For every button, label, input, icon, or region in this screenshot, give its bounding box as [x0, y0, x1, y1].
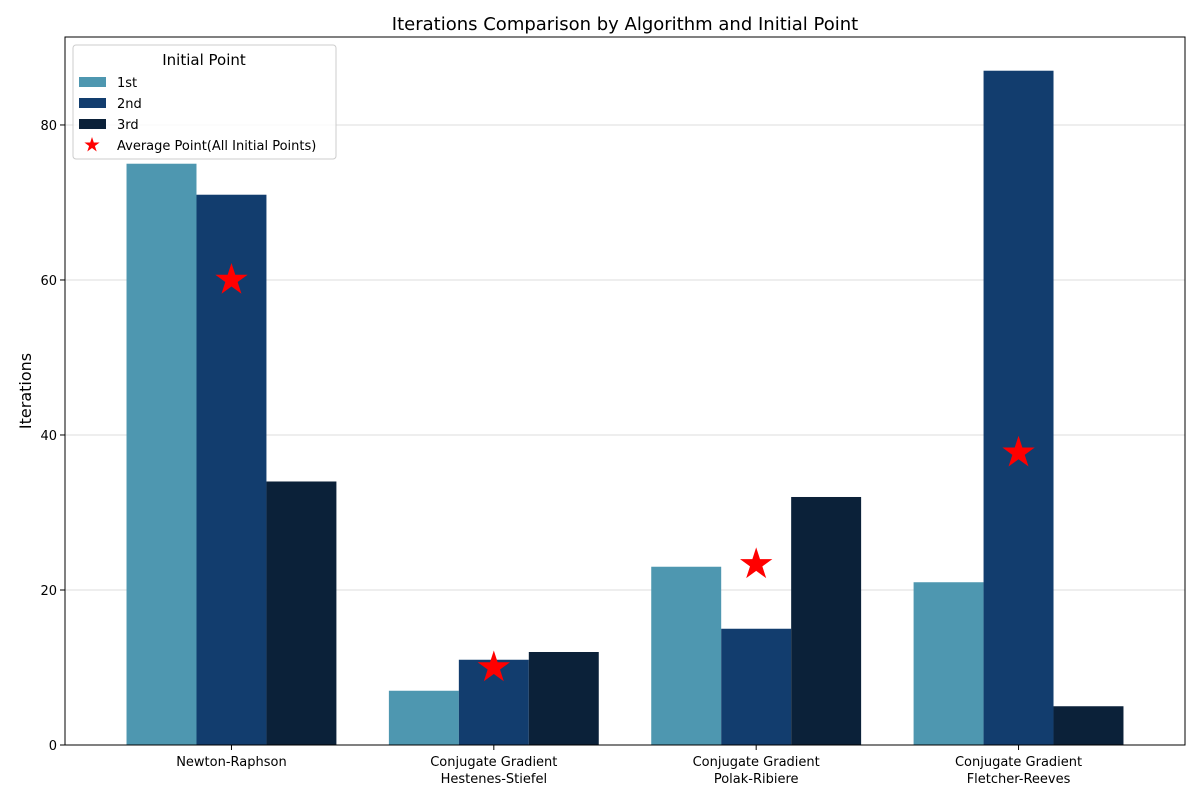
legend-swatch-2nd	[79, 98, 106, 108]
y-axis-label: Iterations	[16, 353, 35, 429]
x-axis: Newton-Raphson Conjugate Gradient Hestenes…	[176, 745, 1082, 787]
x-tick-label: Newton-Raphson	[176, 755, 287, 770]
average-star-1	[477, 650, 510, 682]
average-star-2	[740, 547, 773, 579]
bar-1st-2	[651, 566, 722, 745]
legend-label-1st: 1st	[117, 76, 137, 91]
bar-3rd-2	[791, 496, 862, 745]
bar-3rd-1	[528, 651, 599, 745]
y-tick-label: 40	[40, 429, 57, 444]
legend-label-3rd: 3rd	[117, 118, 139, 133]
legend-swatch-3rd	[79, 119, 106, 129]
legend-title: Initial Point	[162, 51, 246, 69]
y-tick-label: 0	[49, 739, 57, 754]
x-tick-label: Fletcher-Reeves	[967, 772, 1071, 787]
bar-3rd-3	[1053, 706, 1124, 745]
bar-1st-3	[913, 582, 984, 745]
y-tick-label: 20	[40, 584, 57, 599]
x-tick-label: Conjugate Gradient	[430, 755, 557, 770]
bar-2nd-3	[983, 70, 1054, 745]
legend-box	[72, 44, 337, 160]
legend-label-average: Average Point(All Initial Points)	[117, 139, 316, 154]
chart-title: Iterations Comparison by Algorithm and I…	[392, 14, 858, 35]
bar-1st-1	[388, 690, 459, 745]
bar-2nd-2	[721, 628, 792, 745]
legend: Initial Point 1st 2nd 3rd Average Point(All …	[72, 44, 337, 160]
average-star-3	[1002, 435, 1035, 467]
x-tick-label: Polak-Ribiere	[714, 772, 799, 787]
bar-1st-0	[126, 163, 197, 745]
x-tick-label: Hestenes-Stiefel	[441, 772, 548, 787]
average-markers	[215, 262, 1035, 682]
y-tick-label: 80	[40, 119, 57, 134]
plot-frame	[64, 36, 1186, 746]
x-tick-label: Conjugate Gradient	[693, 755, 820, 770]
bar-3rd-0	[266, 481, 337, 745]
legend-star-icon	[84, 137, 100, 152]
y-axis: 0 20 40 60 80	[40, 119, 65, 754]
y-tick-label: 60	[40, 274, 57, 289]
legend-label-2nd: 2nd	[117, 97, 142, 112]
bars	[126, 70, 1124, 746]
legend-swatch-1st	[79, 77, 106, 87]
x-tick-label: Conjugate Gradient	[955, 755, 1082, 770]
average-star-0	[215, 262, 248, 294]
